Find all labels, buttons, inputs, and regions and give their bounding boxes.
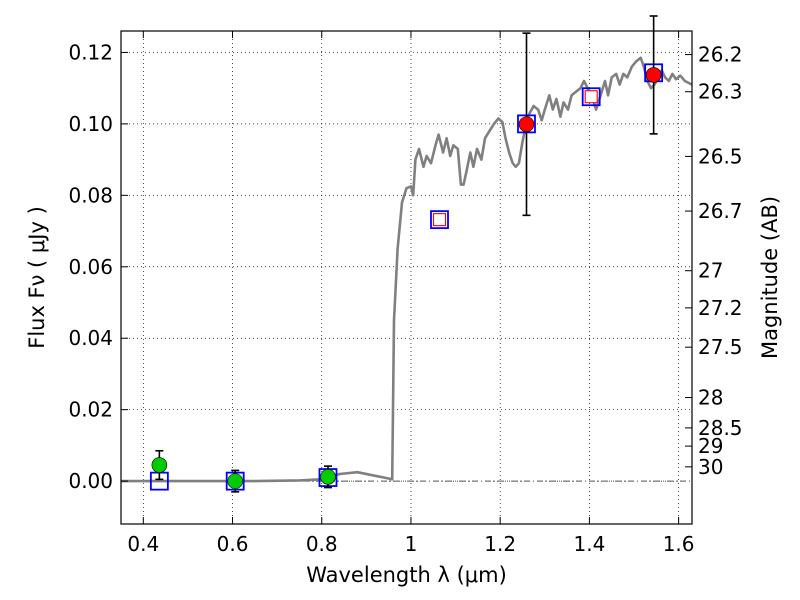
y-axis-label-right: Magnitude (AB) [758, 196, 782, 359]
x-tick-label: 1 [405, 532, 418, 556]
upper-limit-marker [584, 90, 598, 104]
right-tick-label: 28.5 [698, 416, 743, 440]
y-tick-label: 0.08 [68, 183, 113, 207]
data-point [518, 116, 535, 133]
right-tick-label: 26.2 [698, 43, 743, 67]
y-axis-label-left: Flux Fν ( μJy ) [25, 206, 49, 349]
model-band-square [581, 87, 601, 107]
right-tick-label: 27 [698, 259, 723, 283]
x-tick-label: 0.8 [306, 532, 338, 556]
y-tick-label: 0.04 [68, 326, 113, 350]
x-tick-label: 0.6 [217, 532, 249, 556]
model-sed-line [121, 56, 693, 483]
data-point [227, 473, 243, 489]
model-band-square [430, 210, 449, 230]
right-tick-label: 27.2 [698, 296, 743, 320]
right-tick-label: 29 [698, 434, 723, 458]
grid [121, 31, 692, 524]
y-tick-label: 0.02 [68, 398, 113, 422]
data-point [645, 67, 662, 83]
x-tick-label: 1.6 [663, 532, 695, 556]
right-tick-label: 30 [698, 455, 723, 479]
y-tick-label: 0.06 [68, 255, 113, 279]
right-tick-label: 28 [698, 386, 723, 410]
data-point [320, 469, 336, 485]
x-tick-label: 0.4 [127, 532, 159, 556]
right-tick-label: 26.3 [698, 80, 743, 104]
data-point [151, 457, 168, 473]
right-tick-label: 27.5 [698, 335, 743, 359]
plot-frame [120, 30, 693, 525]
x-tick-label: 1.4 [573, 532, 605, 556]
markers-layer [149, 15, 664, 493]
right-tick-label: 26.7 [698, 199, 743, 223]
y-tick-label: 0.12 [68, 40, 113, 64]
x-tick-label: 1.2 [484, 532, 516, 556]
y-tick-label: 0.00 [68, 469, 113, 493]
x-axis-label: Wavelength λ (μm) [306, 563, 507, 587]
ticks: 0.4 0.6 0.8 1 1.2 1.4 1.6 0.00 0.02 0.04 0.06 0.08 0… [68, 31, 743, 556]
y-tick-label: 0.10 [68, 112, 113, 136]
right-tick-label: 26.5 [698, 144, 743, 168]
model-sed-layer [121, 56, 693, 483]
upper-limit-marker [432, 213, 447, 227]
